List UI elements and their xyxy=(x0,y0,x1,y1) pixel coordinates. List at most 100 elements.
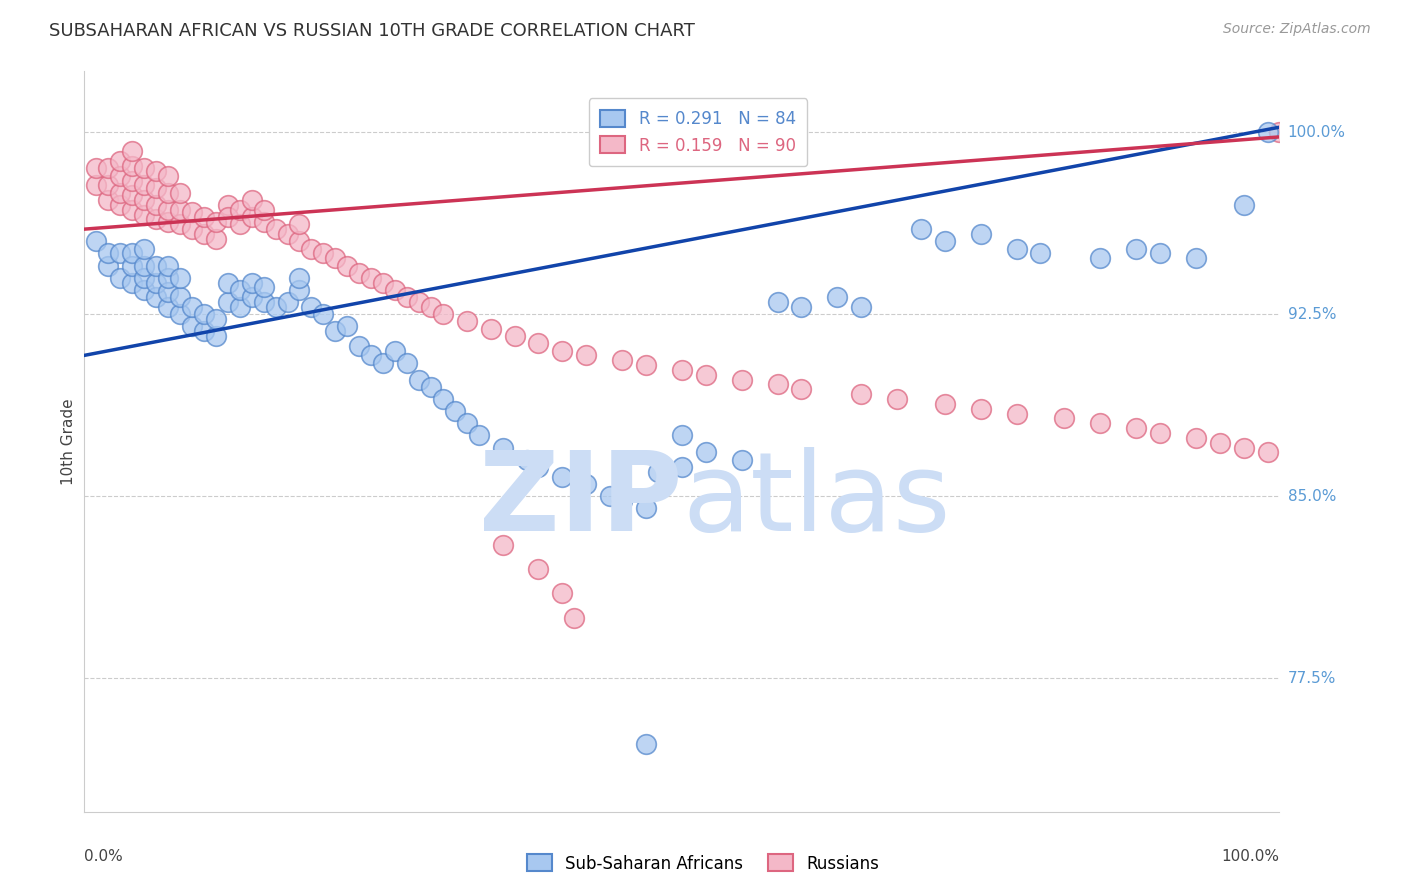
Point xyxy=(1233,198,1256,212)
Point xyxy=(1185,431,1208,445)
Point xyxy=(851,300,873,314)
Point xyxy=(1209,435,1232,450)
Point xyxy=(157,300,180,314)
Point xyxy=(205,232,228,246)
Point xyxy=(217,276,239,290)
Text: 85.0%: 85.0% xyxy=(1288,489,1336,504)
Point xyxy=(193,324,215,338)
Point xyxy=(121,188,143,202)
Point xyxy=(132,193,156,207)
Point xyxy=(121,202,143,217)
Point xyxy=(1053,411,1076,425)
Point xyxy=(301,300,323,314)
Point xyxy=(695,445,717,459)
Point xyxy=(86,178,108,193)
Point xyxy=(264,222,287,236)
Point xyxy=(157,270,180,285)
Point xyxy=(157,202,180,217)
Point xyxy=(169,290,191,304)
Point xyxy=(1005,242,1028,256)
Point xyxy=(121,276,143,290)
Point xyxy=(157,259,180,273)
Point xyxy=(671,460,693,475)
Point xyxy=(132,208,156,222)
Point xyxy=(420,300,443,314)
Point xyxy=(277,227,299,241)
Point xyxy=(132,283,156,297)
Point xyxy=(420,380,443,394)
Point xyxy=(97,178,120,193)
Point xyxy=(169,307,191,321)
Point xyxy=(181,205,204,219)
Text: 0.0%: 0.0% xyxy=(84,849,124,863)
Point xyxy=(551,343,574,358)
Point xyxy=(612,494,634,508)
Point xyxy=(145,259,167,273)
Point xyxy=(301,242,323,256)
Point xyxy=(766,295,789,310)
Point xyxy=(240,290,263,304)
Point xyxy=(97,193,120,207)
Point xyxy=(360,348,382,362)
Point xyxy=(671,363,693,377)
Point xyxy=(145,212,167,227)
Point xyxy=(1149,425,1171,440)
Point xyxy=(240,193,263,207)
Point xyxy=(169,217,191,231)
Point xyxy=(1257,445,1279,459)
Point xyxy=(731,452,754,467)
Point xyxy=(503,329,526,343)
Point xyxy=(110,186,132,200)
Point xyxy=(349,266,371,280)
Point xyxy=(1185,252,1208,266)
Point xyxy=(1125,421,1147,435)
Point xyxy=(169,186,191,200)
Point xyxy=(408,373,430,387)
Point xyxy=(157,186,180,200)
Point xyxy=(312,307,335,321)
Point xyxy=(731,373,754,387)
Point xyxy=(636,501,658,516)
Point xyxy=(1149,246,1171,260)
Point xyxy=(288,270,311,285)
Point xyxy=(1257,125,1279,139)
Point xyxy=(157,169,180,183)
Point xyxy=(121,145,143,159)
Point xyxy=(790,382,813,396)
Point xyxy=(1029,246,1052,260)
Point xyxy=(432,307,454,321)
Point xyxy=(1233,441,1256,455)
Point xyxy=(288,217,311,231)
Point xyxy=(110,169,132,183)
Point xyxy=(970,227,993,241)
Point xyxy=(145,290,167,304)
Point xyxy=(564,610,586,624)
Point xyxy=(181,222,204,236)
Point xyxy=(886,392,908,406)
Point xyxy=(253,202,276,217)
Point xyxy=(373,356,395,370)
Point xyxy=(636,358,658,372)
Point xyxy=(145,276,167,290)
Point xyxy=(1268,125,1291,139)
Point xyxy=(181,319,204,334)
Point xyxy=(205,215,228,229)
Text: 92.5%: 92.5% xyxy=(1288,307,1336,322)
Point xyxy=(132,161,156,176)
Point xyxy=(97,161,120,176)
Point xyxy=(193,227,215,241)
Point xyxy=(110,270,132,285)
Legend: Sub-Saharan Africans, Russians: Sub-Saharan Africans, Russians xyxy=(520,847,886,880)
Point xyxy=(240,210,263,224)
Point xyxy=(456,417,478,431)
Point xyxy=(132,270,156,285)
Point xyxy=(132,178,156,193)
Point xyxy=(349,339,371,353)
Point xyxy=(1005,407,1028,421)
Point xyxy=(516,452,538,467)
Point xyxy=(240,276,263,290)
Point xyxy=(492,538,515,552)
Point xyxy=(97,259,120,273)
Text: Source: ZipAtlas.com: Source: ZipAtlas.com xyxy=(1223,22,1371,37)
Point xyxy=(599,489,621,503)
